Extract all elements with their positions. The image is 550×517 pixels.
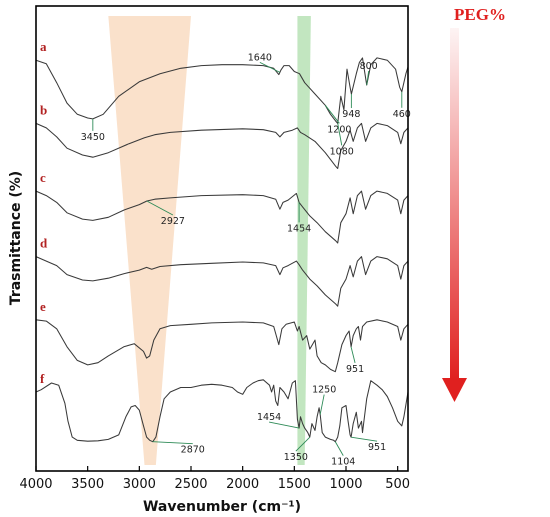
peak-label-9: 1454 [287,223,311,234]
peak-label-8: 2927 [161,216,185,227]
x-tick-label-8: 500 [385,477,410,492]
peak-leader-10 [350,346,356,363]
peak-label-1: 3450 [81,132,105,143]
peak-label-16: 951 [368,442,386,453]
x-tick-label-6: 1500 [278,477,311,492]
peak-leader-4 [337,123,343,146]
curve-label-a: a [40,39,47,54]
peak-leader-15 [334,441,344,456]
spectrum-curve-c [35,190,409,244]
curve-label-b: b [40,102,47,117]
peak-label-15: 1104 [331,457,355,468]
peak-label-5: 948 [342,109,360,120]
x-tick-label-5: 2000 [226,477,259,492]
y-axis-title: Trasmittance (%) [8,171,24,305]
peak-label-6: 800 [360,61,378,72]
peg-label: PEG% [454,5,506,24]
peak-leader-12 [268,421,300,429]
x-tick-label-1: 4000 [19,477,52,492]
peak-leader-6 [366,70,370,86]
peak-leader-2 [259,61,281,73]
curve-labels: a b c d e f [40,39,48,386]
spectrum-curve-a [35,57,409,124]
x-axis-title: Wavenumber (cm⁻¹) [143,499,301,515]
peak-leader-3 [324,105,340,124]
highlight-bands [108,16,311,465]
peak-leader-16 [350,436,378,442]
peak-leader-11 [152,441,193,445]
peak-label-12: 1454 [257,412,281,423]
spectrum-curve-f [35,379,409,443]
curve-label-d: d [40,236,48,251]
curve-label-f: f [40,371,45,386]
axes [35,5,409,472]
spectrum-curve-e [35,319,409,373]
peak-label-13: 1350 [284,452,308,463]
peak-leader-8 [146,200,174,216]
peg-arrow-head [442,378,467,402]
peg-arrow-shaft [450,28,459,380]
curve-label-c: c [40,170,46,185]
spectrum-curve-b [35,122,409,170]
x-axis-ticks: 4000 3500 3000 2500 2000 1500 1000 500 [19,466,410,492]
peak-label-10: 951 [346,364,364,375]
peak-label-4: 1080 [330,146,354,157]
peak-leader-14 [319,394,325,415]
curve-label-e: e [40,299,46,314]
x-tick-label-3: 3000 [123,477,156,492]
peak-label-14: 1250 [312,385,336,396]
highlight-band-2 [297,16,311,465]
x-tick-label-7: 1000 [329,477,362,492]
highlight-band-1 [108,16,191,465]
plot-frame [35,5,409,472]
spectrum-curve-d [35,256,409,307]
peak-label-7: 460 [393,109,411,120]
peak-label-2: 1640 [248,52,272,63]
peak-annotations: 3450164012001080948800460292714549512870… [81,52,411,467]
peak-leader-13 [295,436,311,452]
peg-arrow [442,28,467,402]
x-tick-label-4: 2500 [174,477,207,492]
x-tick-label-2: 3500 [71,477,104,492]
peak-label-11: 2870 [181,445,205,456]
